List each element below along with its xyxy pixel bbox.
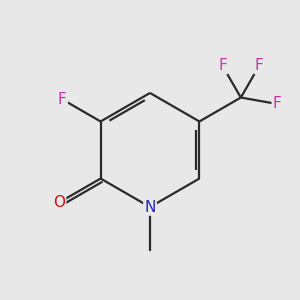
Text: F: F <box>255 58 264 73</box>
Text: F: F <box>273 96 281 111</box>
Text: F: F <box>58 92 67 107</box>
Text: O: O <box>53 195 65 210</box>
Text: N: N <box>144 200 156 214</box>
Text: F: F <box>218 58 227 73</box>
